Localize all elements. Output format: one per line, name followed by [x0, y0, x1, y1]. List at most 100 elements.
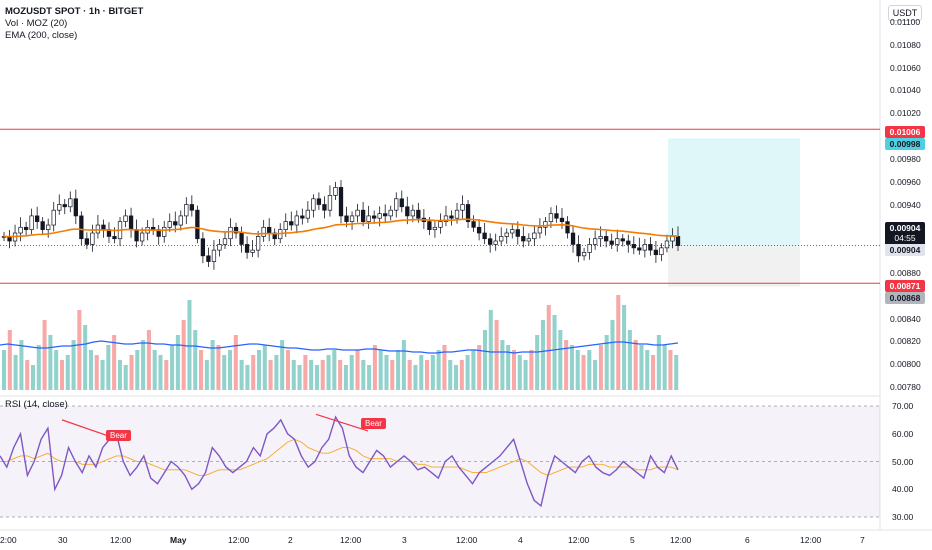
candle-body [244, 244, 250, 253]
volume-bar [146, 330, 151, 390]
volume-bar [285, 350, 291, 390]
volume-bar [413, 365, 418, 390]
volume-bar [627, 330, 632, 390]
upper-line-price-tag: 0.01006 [885, 126, 925, 138]
volume-bar [384, 355, 389, 390]
price-axis-label: 0.01020 [890, 108, 921, 119]
volume-bar [54, 350, 59, 390]
candle-body [637, 247, 642, 251]
candle-body [255, 236, 261, 251]
candle-body [499, 236, 504, 242]
symbol-title[interactable]: MOZUSDT SPOT · 1h · BITGET [5, 6, 144, 17]
volume-bar [564, 340, 569, 390]
candle-body [626, 240, 631, 245]
candle-body [228, 226, 233, 240]
volume-bar [482, 330, 488, 390]
candle-body [338, 187, 344, 217]
volume-bar [361, 360, 366, 390]
volume-bar [511, 350, 517, 390]
volume-bar [407, 360, 412, 390]
candle-body [510, 229, 515, 234]
candle-body [233, 226, 239, 234]
volume-bar [552, 315, 557, 390]
volume-bar [13, 355, 18, 390]
candle-body [34, 215, 40, 222]
volume-bar [181, 320, 186, 390]
volume-bar [239, 360, 244, 390]
candle-body [239, 232, 244, 245]
candle-body [360, 209, 366, 222]
time-axis-label: 7 [860, 535, 865, 545]
volume-bar [593, 360, 598, 390]
volume-bar [477, 345, 482, 390]
candle-body [178, 215, 183, 226]
volume-bar [164, 360, 169, 390]
candle-body [200, 238, 206, 257]
volume-bar [88, 350, 93, 390]
volume-bar [303, 355, 308, 390]
candle-body [504, 232, 509, 237]
volume-bar [7, 330, 12, 390]
position-profit-zone [668, 138, 800, 246]
target-price-tag: 0.00998 [885, 138, 925, 150]
candle-body [465, 204, 471, 222]
rsi-axis-label: 60.00 [892, 428, 914, 439]
candle-body [388, 209, 393, 217]
price-axis-label: 0.01060 [890, 62, 921, 73]
volume-legend[interactable]: Vol · MOZ (20) [5, 18, 68, 29]
candle-body [349, 215, 355, 222]
rsi-legend[interactable]: RSI (14, close) [5, 399, 68, 410]
candle-body [587, 244, 592, 253]
candle-body [283, 221, 288, 230]
volume-bar [94, 355, 99, 390]
currency-button[interactable]: USDT [888, 5, 922, 21]
candle-body [493, 240, 498, 245]
candle-body [543, 221, 548, 228]
time-axis-label: 12:00 [110, 535, 132, 545]
candle-body [322, 204, 327, 211]
candle-body [29, 215, 34, 230]
volume-bar [77, 310, 82, 390]
candle-body [460, 204, 465, 211]
volume-bar [19, 340, 24, 390]
candle-body [454, 209, 460, 219]
bear-divergence-label: Bear [361, 418, 386, 429]
volume-bar [2, 350, 7, 390]
volume-bar [199, 350, 204, 390]
volume-bar [309, 360, 314, 390]
candle-body [300, 215, 305, 219]
volume-bar [170, 345, 175, 390]
volume-bar [372, 345, 377, 390]
time-axis-label: 30 [58, 535, 68, 545]
ema-legend[interactable]: EMA (200, close) [5, 30, 78, 41]
candle-body [438, 221, 443, 228]
candle-body [112, 236, 117, 240]
volume-bar [645, 350, 650, 390]
stop-price-tag: 0.00868 [885, 292, 925, 304]
volume-bar [129, 355, 134, 390]
time-axis-label: 3 [402, 535, 407, 545]
candle-body [123, 215, 128, 222]
candle-body [261, 226, 266, 237]
volume-bar [112, 335, 117, 390]
volume-bar [535, 335, 540, 390]
volume-bar [326, 355, 331, 390]
volume-bar [222, 355, 227, 390]
candle-body [128, 215, 134, 230]
candle-body [217, 244, 222, 251]
volume-bar [291, 360, 296, 390]
volume-bar [117, 360, 122, 390]
candle-body [167, 221, 172, 228]
candle-body [90, 232, 95, 245]
time-axis-label: 12:00 [568, 535, 590, 545]
candle-body [377, 213, 382, 219]
position-loss-zone [668, 245, 800, 287]
volume-bar [436, 350, 441, 390]
volume-bar [25, 360, 30, 390]
candle-body [355, 209, 360, 217]
volume-bar [517, 355, 522, 390]
volume-bar [465, 355, 470, 390]
candle-body [515, 229, 520, 237]
